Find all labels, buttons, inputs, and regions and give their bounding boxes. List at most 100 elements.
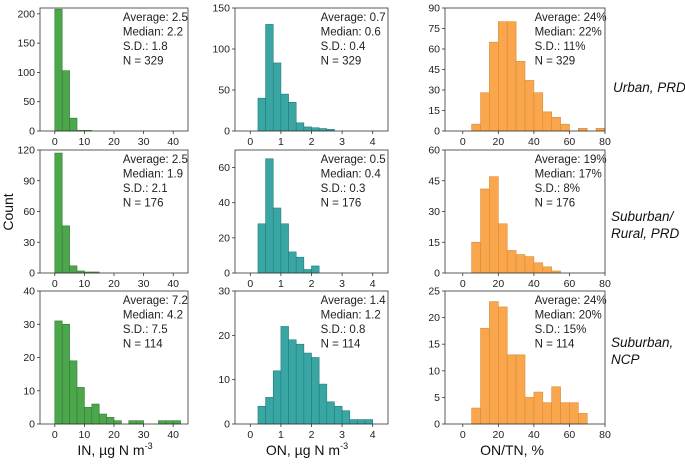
panel-0-2-bar bbox=[489, 41, 499, 132]
panel-2-0-bar bbox=[106, 417, 115, 425]
panel-2-2-stat-line: S.D.: 15% bbox=[535, 324, 587, 336]
panel-1-0-xtick-label: 40 bbox=[167, 278, 179, 290]
panel-2-0: 0 10 20 30 40 0 10 20 30 40 Average: 7.2 Median: 4.… bbox=[23, 286, 189, 441]
panel-2-1-xtick-label: 0 bbox=[247, 429, 253, 441]
panel-2-0-bar bbox=[61, 323, 70, 425]
panel-1-0-bar bbox=[61, 225, 70, 274]
panel-0-1-ytick-label: 100 bbox=[212, 44, 230, 56]
panel-0-1-stat-line: Median: 0.6 bbox=[321, 27, 381, 39]
panel-1-1-bar bbox=[265, 158, 274, 274]
panel-1-1-ytick-label: 60 bbox=[218, 162, 230, 174]
panel-1-1-bar bbox=[303, 269, 312, 274]
panel-0-1-xtick-label: 3 bbox=[339, 136, 345, 148]
panel-2-2-xtick-label: 80 bbox=[599, 429, 611, 441]
panel-2-1-bar bbox=[272, 370, 282, 425]
panel-2-2-ytick-label: 5 bbox=[434, 392, 440, 404]
x-axis-label-ONTN-text: ON/TN, % bbox=[480, 442, 544, 458]
panel-1-1-xtick-label: 0 bbox=[247, 278, 253, 290]
row-label-suburban-rural-prd-line2: Rural, PRD bbox=[611, 226, 680, 241]
panel-1-1-stat-line: S.D.: 0.3 bbox=[321, 183, 366, 195]
panel-2-0-xtick-label: 10 bbox=[79, 429, 91, 441]
x-axis-label-IN-text: IN, µg N m bbox=[77, 442, 144, 458]
panel-2-0-bar bbox=[54, 320, 63, 425]
panel-2-2-bar bbox=[542, 402, 552, 425]
panel-2-0-bar bbox=[172, 420, 181, 425]
x-axis-label-IN-superscript: -3 bbox=[145, 441, 153, 451]
panel-0-2-bar bbox=[595, 127, 606, 132]
panel-1-0-stat-line: S.D.: 2.1 bbox=[123, 183, 168, 195]
panel-1-2-bar bbox=[489, 176, 499, 274]
panel-0-2-ytick-label: 75 bbox=[428, 23, 440, 35]
panel-2-2-bar bbox=[578, 413, 588, 425]
panel-1-2-bar bbox=[480, 188, 490, 274]
panel-0-0-ytick-label: 200 bbox=[17, 8, 35, 20]
panel-2-2-ytick-label: 15 bbox=[428, 339, 440, 351]
panel-2-1-bar bbox=[357, 419, 366, 425]
panel-0-2-bar bbox=[515, 60, 526, 132]
panel-2-0-bar bbox=[165, 420, 174, 425]
row-label-suburban-ncp: Suburban, NCP bbox=[611, 335, 673, 367]
panel-2-2-bar bbox=[551, 386, 561, 425]
panel-1-2-stat-line: Average: 19% bbox=[535, 154, 607, 166]
panel-2-1-bar bbox=[341, 410, 351, 425]
panel-0-2-xtick-label: 0 bbox=[460, 136, 466, 148]
panel-2-0-stat-line: Average: 7.2 bbox=[123, 295, 188, 307]
panel-1-2-xtick-label: 40 bbox=[528, 278, 540, 290]
panel-2-1-stat-line: N = 114 bbox=[321, 339, 361, 351]
panel-0-2-stat-line: Median: 22% bbox=[535, 27, 602, 39]
panel-2-1-ytick-label: 30 bbox=[218, 286, 230, 298]
panel-1-1-stat-line: N = 176 bbox=[321, 198, 362, 210]
panel-2-0-stat-line: Median: 4.2 bbox=[123, 310, 183, 322]
panel-0-1: 0 1 2 3 4 0 50 100 150 Average: 0.7 Median: 0.6 S.D… bbox=[212, 3, 389, 148]
panel-2-1-bar bbox=[288, 339, 297, 425]
panel-2-1-bar bbox=[265, 397, 274, 425]
panel-1-1-ytick-label: 0 bbox=[224, 268, 230, 280]
panel-1-1-bar bbox=[257, 223, 266, 274]
panel-0-1-bar bbox=[288, 102, 297, 132]
panel-2-1-xtick-label: 2 bbox=[309, 429, 315, 441]
panel-2-1-bar bbox=[334, 405, 343, 425]
panel-0-0-ytick-label: 0 bbox=[29, 126, 35, 138]
panel-2-1-bar bbox=[364, 419, 373, 425]
panel-0-0-xtick-label: 20 bbox=[108, 136, 120, 148]
panel-0-2-bar bbox=[480, 92, 490, 132]
panel-1-2-stat-line: S.D.: 8% bbox=[535, 183, 580, 195]
panel-2-2-bar bbox=[569, 402, 579, 425]
panel-0-1-ytick-label: 0 bbox=[224, 126, 230, 138]
panel-2-0-ytick-label: 30 bbox=[23, 319, 35, 331]
panel-0-2-xtick-label: 40 bbox=[528, 136, 540, 148]
panel-1-0-bar bbox=[69, 265, 78, 274]
panel-1-0-xtick-label: 10 bbox=[79, 278, 91, 290]
panel-1-2-ytick-label: 60 bbox=[428, 145, 440, 157]
panel-2-2-ytick-label: 25 bbox=[428, 286, 440, 298]
panel-0-2-xtick-label: 80 bbox=[599, 136, 611, 148]
panel-0-2-ytick-label: 0 bbox=[434, 126, 440, 138]
y-axis-label: Count bbox=[0, 193, 16, 230]
panel-2-1-bar bbox=[295, 343, 305, 425]
panel-2-1-bar bbox=[257, 405, 266, 425]
panel-0-2-ytick-label: 45 bbox=[428, 64, 440, 76]
panel-0-2-xtick-label: 20 bbox=[492, 136, 504, 148]
panel-2-1-bar bbox=[318, 383, 328, 425]
panel-0-0-stat-line: N = 329 bbox=[123, 56, 164, 68]
panel-0-2-bar bbox=[524, 80, 535, 132]
panel-0-0-stat-line: Median: 2.2 bbox=[123, 27, 183, 39]
panel-0-2-ytick-label: 30 bbox=[428, 85, 440, 97]
panel-2-2-bar bbox=[480, 327, 490, 425]
panel-0-0-bar bbox=[61, 70, 70, 132]
panel-1-0-stat-line: Median: 1.9 bbox=[123, 169, 183, 181]
panel-1-2-xtick-label: 20 bbox=[492, 278, 504, 290]
panel-1-1-ytick-label: 20 bbox=[218, 232, 230, 244]
panel-2-0-bar bbox=[128, 420, 137, 425]
panel-1-1-xtick-label: 2 bbox=[309, 278, 315, 290]
panel-1-2-bar bbox=[506, 250, 517, 274]
panel-2-0-stat-line: N = 114 bbox=[123, 339, 163, 351]
panel-1-2-xtick-label: 80 bbox=[599, 278, 611, 290]
panel-1-1-bar bbox=[288, 251, 297, 274]
panel-0-1-stat-line: N = 329 bbox=[321, 56, 362, 68]
panel-2-0-ytick-label: 20 bbox=[23, 352, 35, 364]
panel-0-1-bar bbox=[295, 122, 305, 132]
panel-2-0-ytick-label: 0 bbox=[29, 419, 35, 431]
panel-2-0-stat-line: S.D.: 7.5 bbox=[123, 324, 168, 336]
